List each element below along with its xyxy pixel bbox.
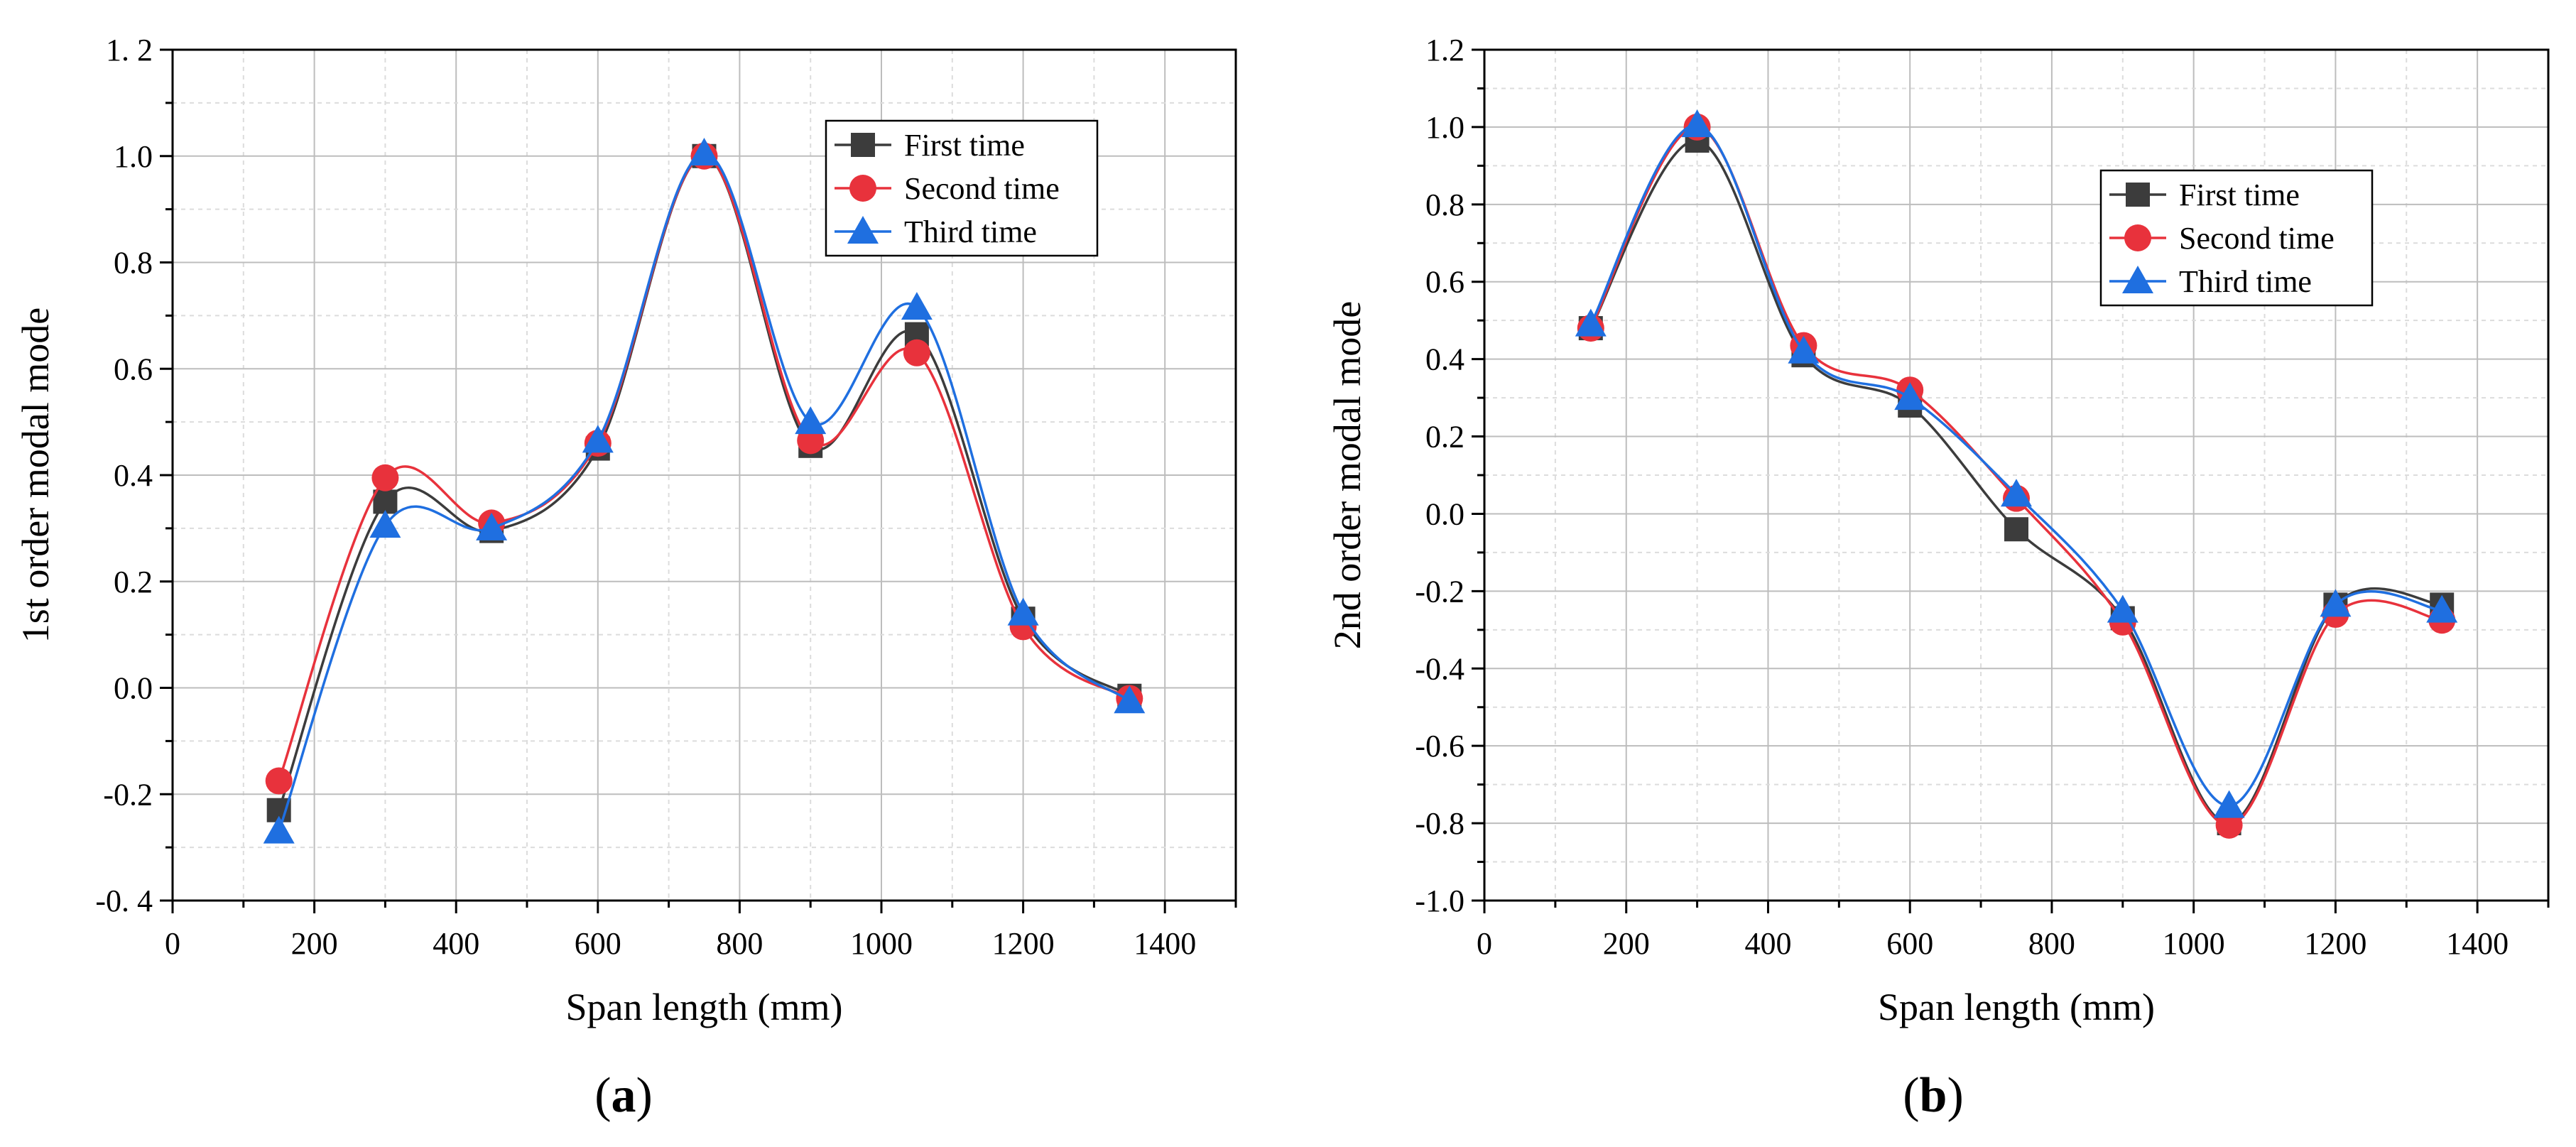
legend-label: Second time [2179, 221, 2335, 256]
y-tick-label: 0.6 [114, 352, 153, 386]
legend-label: Third time [904, 214, 1037, 249]
x-tick-label: 1400 [2446, 926, 2509, 961]
data-point [688, 138, 720, 166]
legend-marker [2122, 266, 2153, 293]
x-tick-label: 1200 [992, 926, 1055, 961]
data-point [2320, 589, 2352, 617]
y-tick-label: 0.2 [1425, 420, 1464, 455]
y-tick-label: -0.2 [1415, 574, 1464, 609]
panel-label-paren: ( [1903, 1068, 1919, 1123]
data-point [795, 406, 827, 435]
x-tick-label: 1000 [2163, 926, 2225, 961]
series-third-time [263, 138, 1146, 844]
legend-label: Second time [904, 171, 1060, 206]
x-tick-label: 0 [1477, 926, 1492, 961]
data-point [1114, 685, 1146, 714]
x-tick-label: 800 [2028, 926, 2075, 961]
legend: First time Second time Third time [2099, 169, 2374, 307]
data-point [1894, 382, 1926, 411]
panel-label-paren: ) [1947, 1068, 1963, 1123]
y-tick-label: -0. 4 [95, 884, 153, 918]
x-tick-label: 600 [1886, 926, 1933, 961]
x-tick-label: 200 [291, 926, 338, 961]
y-tick-label: 1.2 [1425, 33, 1464, 67]
legend-marker [847, 216, 879, 244]
y-tick-label: 0.4 [1425, 342, 1464, 377]
y-tick-label: 0.2 [114, 565, 153, 599]
x-tick-label: 200 [1603, 926, 1650, 961]
data-point [369, 510, 401, 538]
data-point [2215, 811, 2243, 839]
panel-label: (a) [594, 1068, 653, 1123]
chart-panel-a: 0 200 400 600 800 1000 1200 1400 -0. 4 -0.2 0.0 0.2… [14, 33, 1237, 1123]
y-tick-label: -0.4 [1415, 651, 1464, 686]
y-tick-label: 0.8 [114, 246, 153, 281]
y-tick-label: -0.2 [103, 777, 153, 812]
legend-marker [851, 133, 875, 157]
legend: First time Second time Third time [825, 119, 1099, 257]
data-point [2213, 790, 2245, 818]
data-point [903, 339, 930, 366]
y-axis-label: 2nd order modal mode [1326, 301, 1369, 649]
legend-marker [2126, 183, 2150, 207]
panel-label-paren: ( [594, 1068, 611, 1123]
x-tick-label: 0 [165, 926, 180, 961]
x-tick-label: 1400 [1134, 926, 1196, 961]
legend-marker [2124, 224, 2151, 251]
data-point [2001, 479, 2032, 507]
x-tick-label: 400 [433, 926, 479, 961]
data-point [1788, 335, 1820, 364]
x-tick-label: 600 [575, 926, 621, 961]
x-axis-label: Span length (mm) [1878, 986, 2155, 1028]
series-third-time [1575, 109, 2458, 818]
data-point [2107, 594, 2138, 623]
data-point [901, 292, 933, 320]
y-tick-label: 0.4 [114, 458, 153, 493]
y-tick-label: 0.0 [114, 671, 153, 706]
y-tick-label: 1.0 [1425, 110, 1464, 145]
data-point [1681, 109, 1713, 138]
data-point [476, 512, 508, 540]
data-point [263, 815, 295, 844]
y-tick-label: -0.6 [1415, 729, 1464, 763]
legend-label: First time [904, 128, 1025, 163]
legend-label: First time [2179, 178, 2300, 212]
chart-panel-b: 0 200 400 600 800 1000 1200 1400 -1.0 -0.8 -0.6 -0.… [1326, 33, 2550, 1123]
data-point [2004, 517, 2028, 542]
data-point [582, 425, 614, 453]
y-axis-label: 1st order modal mode [14, 308, 57, 643]
x-tick-label: 400 [1744, 926, 1791, 961]
y-tick-label: -1.0 [1415, 884, 1464, 918]
y-tick-label: 0.0 [1425, 496, 1464, 531]
y-tick-label: 1.0 [114, 139, 153, 174]
y-tick-label: 0.6 [1425, 265, 1464, 300]
x-axis-label: Span length (mm) [566, 986, 843, 1028]
data-point [1575, 308, 1607, 337]
y-tick-label: 1. 2 [106, 33, 153, 67]
panel-label: (b) [1903, 1068, 1964, 1123]
x-tick-label: 1000 [850, 926, 913, 961]
y-tick-label: 0.8 [1425, 187, 1464, 222]
panel-label-letter: a [612, 1068, 636, 1123]
data-point [373, 489, 398, 514]
panel-label-paren: ) [636, 1068, 653, 1123]
data-point [265, 767, 293, 795]
data-point [1007, 597, 1039, 626]
data-point [371, 464, 399, 491]
y-tick-label: -0.8 [1415, 806, 1464, 841]
x-tick-label: 800 [716, 926, 763, 961]
x-tick-label: 1200 [2304, 926, 2366, 961]
legend-label: Third time [2179, 264, 2312, 299]
legend-marker [849, 175, 876, 202]
data-point [2426, 594, 2458, 623]
panel-label-letter: b [1920, 1068, 1947, 1123]
